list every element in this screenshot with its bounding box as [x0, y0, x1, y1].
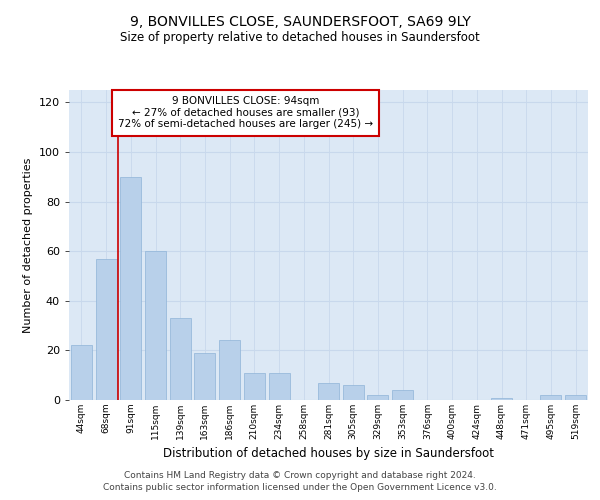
- Bar: [194, 353, 215, 400]
- Bar: [343, 385, 364, 400]
- Bar: [71, 346, 92, 400]
- Bar: [120, 177, 141, 400]
- Bar: [565, 395, 586, 400]
- Text: 9, BONVILLES CLOSE, SAUNDERSFOOT, SA69 9LY: 9, BONVILLES CLOSE, SAUNDERSFOOT, SA69 9…: [130, 16, 470, 30]
- Bar: [491, 398, 512, 400]
- Bar: [318, 382, 339, 400]
- Bar: [219, 340, 240, 400]
- Bar: [244, 372, 265, 400]
- Y-axis label: Number of detached properties: Number of detached properties: [23, 158, 33, 332]
- Text: Contains public sector information licensed under the Open Government Licence v3: Contains public sector information licen…: [103, 482, 497, 492]
- Bar: [269, 372, 290, 400]
- Text: 9 BONVILLES CLOSE: 94sqm
← 27% of detached houses are smaller (93)
72% of semi-d: 9 BONVILLES CLOSE: 94sqm ← 27% of detach…: [118, 96, 373, 130]
- X-axis label: Distribution of detached houses by size in Saundersfoot: Distribution of detached houses by size …: [163, 448, 494, 460]
- Text: Contains HM Land Registry data © Crown copyright and database right 2024.: Contains HM Land Registry data © Crown c…: [124, 472, 476, 480]
- Bar: [392, 390, 413, 400]
- Bar: [367, 395, 388, 400]
- Text: Size of property relative to detached houses in Saundersfoot: Size of property relative to detached ho…: [120, 31, 480, 44]
- Bar: [145, 251, 166, 400]
- Bar: [95, 258, 116, 400]
- Bar: [170, 318, 191, 400]
- Bar: [541, 395, 562, 400]
